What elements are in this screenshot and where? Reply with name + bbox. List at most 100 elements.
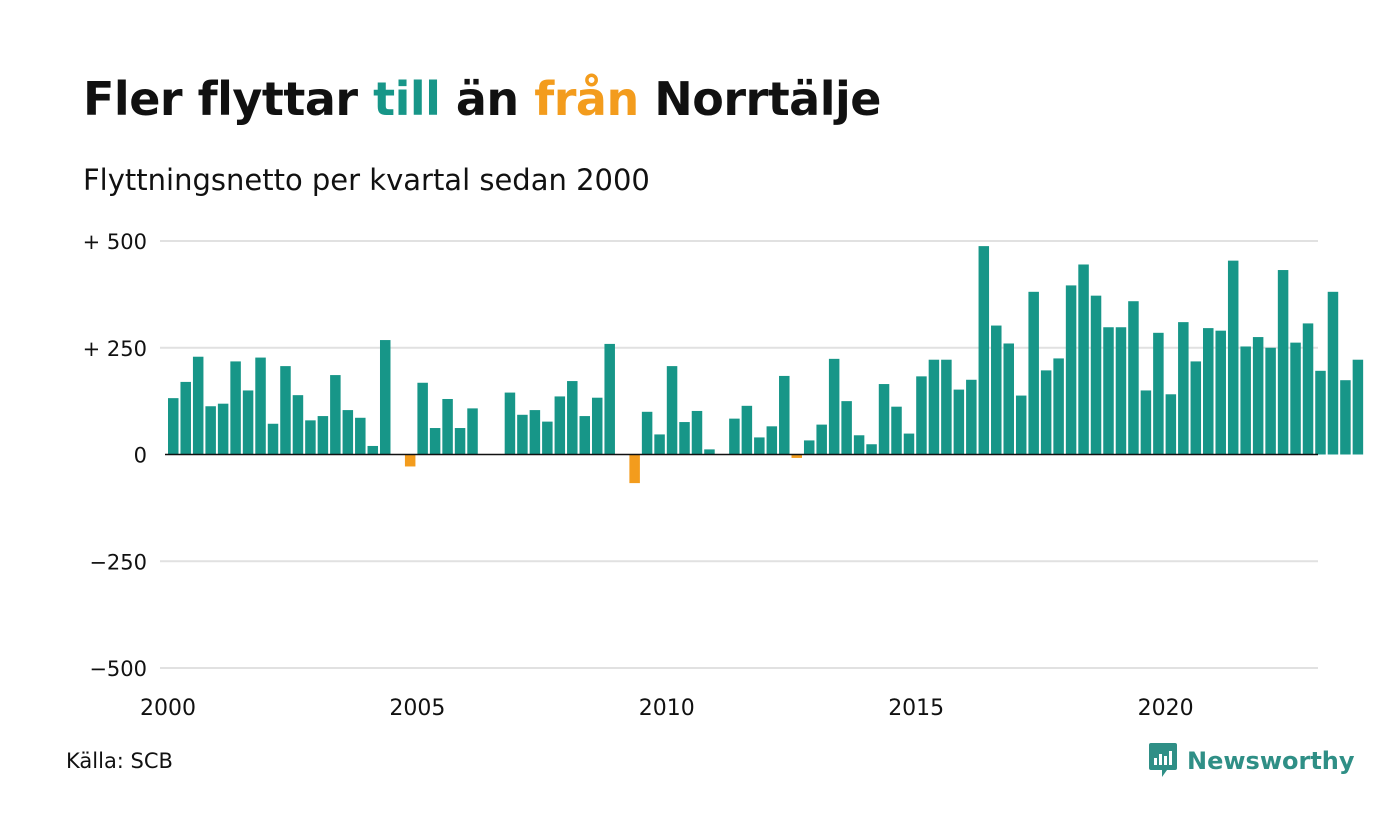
bar-positive: [878, 384, 890, 455]
bar-positive: [454, 428, 466, 455]
bar-positive: [305, 420, 316, 455]
bar-positive: [417, 382, 428, 455]
bar-positive: [1053, 358, 1064, 455]
bar-positive: [192, 356, 204, 455]
bar-positive: [754, 437, 765, 455]
bar-positive: [180, 381, 191, 455]
bar-positive: [704, 449, 715, 455]
title-highlight-fran: från: [534, 72, 639, 126]
bar-positive: [168, 398, 179, 455]
bar-positive: [1340, 380, 1351, 455]
x-tick-label: 2000: [140, 696, 196, 721]
bar-positive: [903, 433, 915, 455]
bar-positive: [242, 390, 254, 455]
bar-positive: [442, 398, 453, 455]
bar-positive: [355, 417, 366, 455]
bar-positive: [529, 410, 541, 455]
bar-positive: [1265, 347, 1276, 455]
chart-title: Fler flyttar till än från Norrtälje: [83, 72, 881, 126]
bar-positive: [928, 359, 940, 455]
bar-positive: [567, 381, 578, 455]
bar-positive: [953, 389, 965, 455]
bar-positive: [1003, 343, 1014, 455]
bar-positive: [379, 340, 391, 455]
bar-positive: [1103, 327, 1114, 455]
bar-positive: [1065, 285, 1077, 455]
bar-positive: [317, 416, 329, 455]
x-tick-label: 2005: [389, 696, 445, 721]
bar-positive: [1277, 270, 1289, 455]
bar-positive: [554, 396, 566, 455]
bar-positive: [1215, 330, 1226, 455]
bar-positive: [866, 444, 877, 455]
bar-positive: [591, 397, 603, 455]
newsworthy-logo[interactable]: Newsworthy: [1148, 742, 1355, 780]
bar-positive: [978, 246, 990, 455]
bar-positive: [280, 366, 291, 455]
bar-positive: [779, 375, 790, 455]
bar-positive: [1327, 291, 1339, 455]
bar-positive: [1178, 322, 1189, 455]
bar-positive: [679, 422, 690, 455]
newsworthy-logo-icon: [1149, 743, 1177, 777]
bar-negative: [791, 454, 802, 458]
bar-positive: [604, 343, 615, 455]
bar-positive: [729, 418, 740, 455]
bar-positive: [292, 395, 304, 455]
title-part-1: Fler flyttar: [83, 72, 374, 126]
bar-positive: [1153, 332, 1164, 455]
bar-positive: [517, 414, 528, 455]
chart-subtitle: Flyttningsnetto per kvartal sedan 2000: [83, 163, 650, 197]
bar-positive: [1190, 361, 1202, 455]
bar-positive: [230, 361, 241, 455]
bar-positive: [641, 411, 653, 455]
title-highlight-till: till: [373, 72, 441, 126]
bar-positive: [1352, 359, 1364, 455]
bar-positive: [916, 376, 927, 455]
bar-positive: [429, 428, 441, 455]
bar-positive: [666, 366, 678, 455]
bar-positive: [1252, 337, 1264, 455]
bar-positive: [1240, 346, 1251, 455]
bar-positive: [342, 410, 354, 455]
gridlines: [160, 240, 1318, 669]
bar-positive: [1165, 394, 1177, 455]
y-tick-label: 0: [134, 444, 147, 468]
bar-positive: [1227, 260, 1239, 455]
bar-positive: [1090, 295, 1102, 455]
bar-positive: [504, 392, 516, 455]
bar-positive: [816, 424, 827, 455]
bar-positive: [1015, 395, 1027, 455]
bar-positive: [1040, 370, 1052, 455]
bar-positive: [1290, 342, 1301, 455]
y-tick-label: −250: [89, 550, 147, 574]
bar-positive: [1203, 328, 1214, 455]
bar-positive: [741, 405, 753, 455]
bar-positive: [330, 375, 341, 455]
x-tick-label: 2020: [1138, 696, 1194, 721]
bar-positive: [542, 421, 553, 455]
bars: [168, 246, 1364, 484]
x-tick-label: 2010: [639, 696, 695, 721]
x-tick-label: 2015: [888, 696, 944, 721]
bar-positive: [654, 434, 665, 455]
y-tick-label: + 250: [83, 337, 147, 361]
bar-positive: [803, 440, 815, 455]
bar-positive: [853, 435, 865, 455]
bar-positive: [205, 406, 216, 455]
bar-positive: [467, 408, 478, 455]
bar-positive: [1115, 327, 1127, 455]
title-part-5: Norrtälje: [638, 72, 881, 126]
y-tick-label: −500: [89, 657, 147, 681]
bar-positive: [255, 357, 266, 455]
bar-positive: [267, 423, 279, 455]
bar-positive: [367, 445, 379, 455]
bar-positive: [941, 359, 952, 455]
bar-positive: [1028, 291, 1039, 455]
bar-positive: [1128, 301, 1139, 455]
bar-positive: [891, 406, 902, 455]
bar-positive: [1078, 264, 1089, 455]
title-part-3: än: [440, 72, 535, 126]
newsworthy-logo-text: Newsworthy: [1187, 747, 1355, 775]
